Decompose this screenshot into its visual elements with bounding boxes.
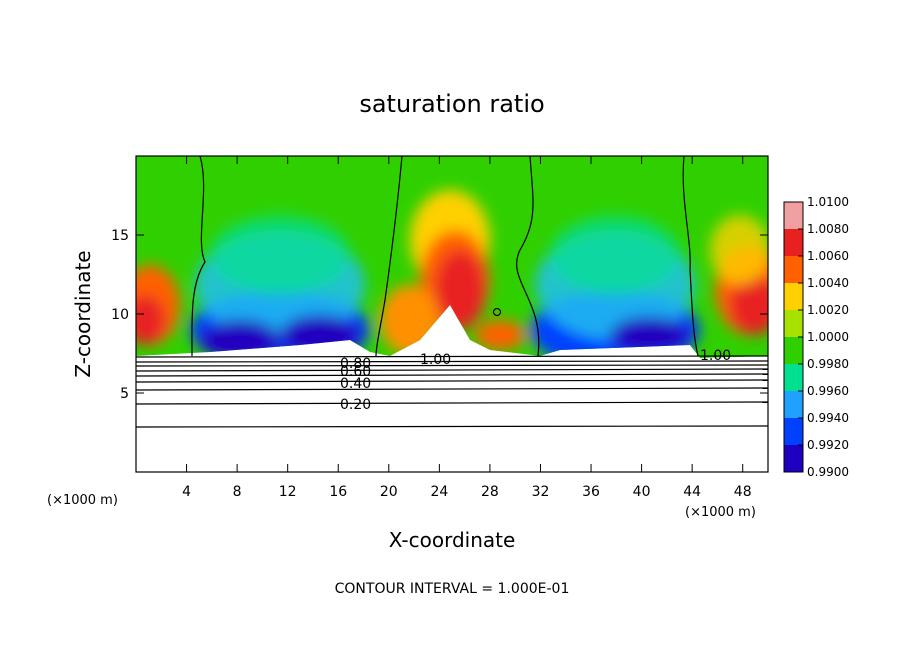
x-tick-label: 48 bbox=[734, 484, 752, 500]
colorbar-label: 1.0060 bbox=[807, 249, 849, 263]
colorbar-swatch bbox=[784, 391, 803, 418]
contour-label-5: 0.40 bbox=[340, 376, 371, 392]
chart-title: saturation ratio bbox=[359, 90, 544, 118]
x-tick-label: 44 bbox=[683, 484, 701, 500]
colorbar: 1.0100 1.0080 1.0060 1.0040 1.0020 1.0000 0.99… bbox=[783, 195, 849, 479]
x-tick-label: 32 bbox=[532, 484, 550, 500]
colorbar-label: 1.0040 bbox=[807, 276, 849, 290]
colorbar-swatch bbox=[784, 256, 803, 283]
colorbar-label: 0.9940 bbox=[807, 411, 849, 425]
colorbar-swatch bbox=[784, 337, 803, 364]
x-tick-label: 28 bbox=[481, 484, 499, 500]
colorbar-swatch bbox=[784, 364, 803, 391]
colorbar-label: 0.9980 bbox=[807, 357, 849, 371]
contour-label-3: 0.80 bbox=[340, 356, 371, 372]
colorbar-swatch bbox=[784, 445, 803, 472]
contour-label-group: 1.00 1.00 0.80 0.60 0.40 0.20 bbox=[340, 348, 731, 413]
x-axis-ticks: 4 8 12 16 20 24 28 32 36 40 44 48 bbox=[182, 156, 752, 500]
colorbar-label: 1.0080 bbox=[807, 222, 849, 236]
contour-label-2: 1.00 bbox=[700, 348, 731, 364]
colorbar-label: 1.0000 bbox=[807, 330, 849, 344]
colorbar-label: 1.0020 bbox=[807, 303, 849, 317]
x-tick-label: 8 bbox=[233, 484, 242, 500]
colorbar-label: 0.9960 bbox=[807, 384, 849, 398]
x-tick-label: 12 bbox=[279, 484, 297, 500]
x-tick-label: 4 bbox=[182, 484, 191, 500]
colorbar-swatch bbox=[784, 283, 803, 310]
x-tick-label: 20 bbox=[380, 484, 398, 500]
y-axis-ticks: 5 10 15 bbox=[111, 228, 768, 402]
x-tick-label: 40 bbox=[633, 484, 651, 500]
colorbar-swatch bbox=[784, 229, 803, 256]
y-tick-label: 5 bbox=[120, 386, 129, 402]
colorbar-swatch bbox=[784, 418, 803, 445]
x-tick-label: 16 bbox=[329, 484, 347, 500]
x-tick-label: 24 bbox=[430, 484, 448, 500]
colorbar-swatch bbox=[784, 202, 803, 229]
colorbar-label: 0.9900 bbox=[807, 465, 849, 479]
contour-label-6: 0.20 bbox=[340, 397, 371, 413]
x-unit-label-left: (×1000 m) bbox=[47, 493, 118, 508]
plot-area bbox=[136, 156, 768, 472]
x-tick-label: 36 bbox=[582, 484, 600, 500]
y-axis-label: Z-coordinate bbox=[71, 250, 95, 377]
colorbar-label: 1.0100 bbox=[807, 195, 849, 209]
colorbar-label: 0.9920 bbox=[807, 438, 849, 452]
contour-label-4: 0.60 bbox=[340, 364, 371, 380]
y-tick-label: 15 bbox=[111, 228, 129, 244]
colorbar-swatch bbox=[784, 310, 803, 337]
x-axis-label: X-coordinate bbox=[389, 528, 516, 552]
contour-label-1: 1.00 bbox=[420, 352, 451, 368]
y-tick-label: 10 bbox=[111, 307, 129, 323]
x-unit-label-right: (×1000 m) bbox=[685, 505, 756, 520]
contour-interval-note: CONTOUR INTERVAL = 1.000E-01 bbox=[335, 581, 570, 597]
